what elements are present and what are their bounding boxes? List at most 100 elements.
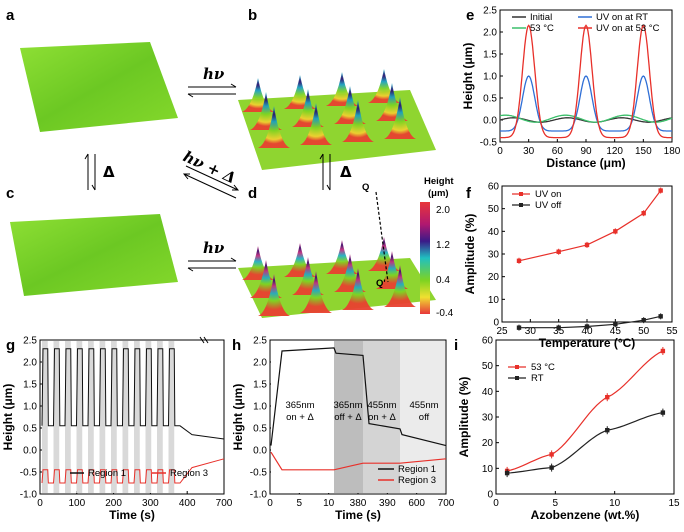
y-tick-label: 1.5 (253, 380, 267, 391)
y-tick-label: 1.0 (253, 402, 267, 413)
i-data-point (660, 348, 666, 354)
x-tick-label: 180 (664, 146, 681, 157)
y-tick-label: 10 (482, 464, 494, 475)
y-tick-label: 60 (482, 336, 494, 347)
colorbar-unit: (μm) (428, 188, 449, 199)
x-tick-label: 0 (497, 146, 503, 157)
plot-frame (39, 339, 225, 495)
x-tick-label: 300 (142, 498, 159, 509)
e-legend-label: UV on at 53 °C (596, 23, 660, 34)
e-series-line (499, 114, 673, 123)
f-data-point (658, 314, 663, 319)
panel-label-e: e (466, 7, 474, 24)
x-tick-label: 90 (580, 146, 592, 157)
y-tick-label: 0.5 (23, 424, 37, 435)
f-data-point (613, 229, 618, 234)
y-tick-label: 2.0 (253, 358, 267, 369)
x-tick-label: 120 (606, 146, 623, 157)
y-tick-label: 0.5 (483, 94, 497, 105)
y-tick-label: 1.0 (23, 402, 37, 413)
y-tick-label: 0.0 (483, 116, 497, 127)
y-tick-label: 10 (488, 295, 500, 306)
x-tick-label: 40 (581, 326, 593, 337)
panel-label-h: h (232, 337, 241, 354)
y-tick-label: -0.5 (250, 468, 268, 479)
f-data-point (556, 325, 561, 330)
surface-peak (384, 97, 416, 139)
f-data-point (584, 324, 590, 329)
i-data-point (549, 452, 554, 457)
g-shade-band (157, 341, 163, 493)
f-ylabel: Amplitude (%) (463, 214, 477, 295)
f-data-point (556, 249, 561, 254)
g-shade-band (53, 341, 60, 493)
y-tick-label: 30 (482, 413, 494, 424)
h-stage-band (400, 341, 445, 493)
surface-peak (292, 89, 324, 127)
x-tick-label: 30 (525, 326, 537, 337)
f-series-line (518, 190, 662, 262)
panel-label-f: f (466, 185, 472, 202)
g-shade-band (76, 341, 83, 493)
f-data-point (641, 211, 646, 216)
g-legend-label: Region 3 (170, 468, 208, 479)
colorbar-tick: 2.0 (436, 205, 450, 216)
i-data-point (504, 470, 510, 476)
surface-peak (258, 106, 290, 148)
x-tick-label: 700 (216, 498, 233, 509)
x-tick-label: 700 (438, 498, 455, 509)
surface-peak (258, 274, 290, 316)
f-legend-label: UV off (535, 200, 562, 211)
x-tick-label: 10 (609, 498, 621, 509)
panel-label-b: b (248, 7, 257, 24)
y-tick-label: 2.0 (23, 358, 37, 369)
y-tick-label: 1.5 (483, 50, 497, 61)
x-tick-label: 25 (496, 326, 508, 337)
g-shade-band (99, 341, 106, 493)
arrow-hv-bottom (187, 257, 237, 272)
surface-peak (342, 100, 374, 142)
h-stage-label: off + Δ (334, 412, 362, 423)
h-stage-band (334, 341, 363, 493)
panel-label-c: c (6, 185, 14, 202)
y-tick-label: 0 (493, 318, 499, 329)
surface-d-peaked (238, 237, 436, 318)
y-tick-label: 0.0 (23, 446, 37, 457)
x-tick-label: 60 (552, 146, 564, 157)
e-xlabel: Distance (μm) (546, 156, 625, 170)
i-xlabel: Azobenzene (wt.%) (531, 508, 640, 522)
x-tick-label: 600 (408, 498, 425, 509)
h-stage-label: on + Δ (286, 412, 314, 423)
x-tick-label: 0 (267, 498, 273, 509)
x-tick-label: 50 (638, 326, 650, 337)
g-series-line (41, 458, 225, 484)
y-tick-label: 1.0 (483, 72, 497, 83)
h-stage-label: 365nm (333, 400, 362, 411)
surface-a-flat (20, 42, 178, 132)
g-shade-band (145, 341, 152, 493)
h-stage-label: off (419, 412, 430, 423)
g-shade-band (65, 341, 71, 493)
plot-frame (501, 185, 673, 323)
x-tick-label: 150 (635, 146, 652, 157)
y-tick-label: 2.5 (483, 6, 497, 17)
hv-delta-label: hν + Δ (180, 147, 238, 187)
surface-peak (376, 83, 408, 121)
f-data-point (516, 325, 522, 330)
h-stage-label: on + Δ (368, 412, 396, 423)
y-tick-label: -1.0 (250, 490, 268, 501)
y-tick-label: 2.5 (23, 336, 37, 347)
h-legend-label: Region 1 (398, 464, 436, 475)
f-data-point (613, 322, 618, 327)
x-tick-label: 30 (523, 146, 535, 157)
e-legend-label: UV on at RT (596, 12, 648, 23)
x-tick-label: 5 (553, 498, 559, 509)
g-axis-break (199, 336, 209, 344)
y-tick-label: -0.5 (480, 138, 498, 149)
e-ylabel: Height (μm) (461, 43, 475, 110)
y-tick-label: 20 (488, 272, 500, 283)
surface-c-flat (10, 214, 178, 296)
x-tick-label: 380 (350, 498, 367, 509)
g-shade-band (88, 341, 94, 493)
surface-peak (250, 92, 282, 130)
